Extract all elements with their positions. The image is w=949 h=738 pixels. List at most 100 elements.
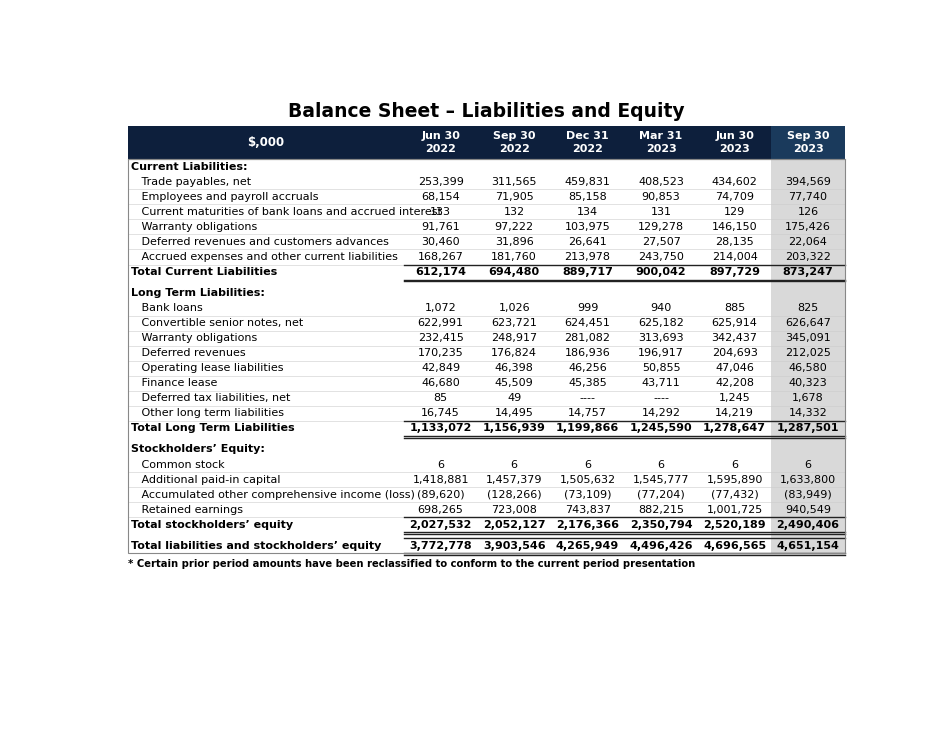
Bar [772, 457, 845, 472]
Text: 4,651,154: 4,651,154 [776, 541, 840, 551]
Text: 6: 6 [511, 460, 517, 469]
Text: 281,082: 281,082 [565, 334, 610, 343]
Text: 129,278: 129,278 [638, 222, 684, 232]
Text: Current maturities of bank loans and accrued interest: Current maturities of bank loans and acc… [131, 207, 442, 217]
Text: 103,975: 103,975 [565, 222, 610, 232]
Text: 22,064: 22,064 [789, 237, 828, 247]
Text: 900,042: 900,042 [636, 267, 686, 277]
Text: 1,278,647: 1,278,647 [703, 424, 766, 433]
Text: 2,176,366: 2,176,366 [556, 520, 619, 530]
Text: 146,150: 146,150 [712, 222, 757, 232]
Text: 3,772,778: 3,772,778 [409, 541, 472, 551]
Text: 176,824: 176,824 [492, 348, 537, 358]
Text: 42,208: 42,208 [716, 379, 754, 388]
Text: Total stockholders’ equity: Total stockholders’ equity [131, 520, 293, 530]
Text: (83,949): (83,949) [784, 489, 832, 500]
Text: Jun 30
2022: Jun 30 2022 [421, 131, 460, 154]
Bar [772, 406, 845, 421]
Text: (89,620): (89,620) [417, 489, 464, 500]
Bar [772, 280, 845, 286]
Bar [772, 376, 845, 391]
Text: Operating lease liabilities: Operating lease liabilities [131, 363, 284, 373]
Text: 232,415: 232,415 [418, 334, 464, 343]
Text: Deferred tax liabilities, net: Deferred tax liabilities, net [131, 393, 290, 403]
Text: 1,026: 1,026 [498, 303, 530, 313]
Text: 85,158: 85,158 [568, 192, 607, 202]
Text: 248,917: 248,917 [491, 334, 537, 343]
Text: 175,426: 175,426 [785, 222, 831, 232]
Text: 1,072: 1,072 [425, 303, 456, 313]
Text: 1,678: 1,678 [792, 393, 824, 403]
Text: 825: 825 [797, 303, 819, 313]
Bar [772, 391, 845, 406]
Text: Dec 31
2022: Dec 31 2022 [567, 131, 609, 154]
Text: (77,432): (77,432) [711, 489, 758, 500]
Text: Accumulated other comprehensive income (loss): Accumulated other comprehensive income (… [131, 489, 415, 500]
Bar [772, 472, 845, 487]
Bar [772, 286, 845, 300]
Text: 2,350,794: 2,350,794 [630, 520, 693, 530]
Text: 940,549: 940,549 [785, 505, 831, 514]
Text: (77,204): (77,204) [637, 489, 685, 500]
Text: 129: 129 [724, 207, 745, 217]
Bar [772, 235, 845, 249]
Text: 1,001,725: 1,001,725 [706, 505, 763, 514]
Bar [772, 159, 845, 174]
Text: 213,978: 213,978 [565, 252, 610, 262]
Bar [772, 487, 845, 502]
Text: 45,509: 45,509 [494, 379, 533, 388]
Text: 14,757: 14,757 [568, 408, 607, 418]
Text: 311,565: 311,565 [492, 177, 537, 187]
Bar [772, 316, 845, 331]
Text: 126: 126 [797, 207, 819, 217]
Text: 212,025: 212,025 [785, 348, 831, 358]
Text: 622,991: 622,991 [418, 318, 464, 328]
Bar [772, 538, 845, 554]
Text: 181,760: 181,760 [492, 252, 537, 262]
Text: 999: 999 [577, 303, 598, 313]
Bar [772, 502, 845, 517]
Text: Accrued expenses and other current liabilities: Accrued expenses and other current liabi… [131, 252, 398, 262]
Text: 132: 132 [504, 207, 525, 217]
Text: Sep 30
2022: Sep 30 2022 [493, 131, 535, 154]
Text: 1,595,890: 1,595,890 [706, 475, 763, 485]
Text: 1,505,632: 1,505,632 [560, 475, 616, 485]
Text: 459,831: 459,831 [565, 177, 610, 187]
Text: 743,837: 743,837 [565, 505, 610, 514]
Text: Trade payables, net: Trade payables, net [131, 177, 251, 187]
Text: 1,287,501: 1,287,501 [777, 424, 839, 433]
Bar [772, 264, 845, 280]
Text: 46,398: 46,398 [494, 363, 533, 373]
Text: Bank loans: Bank loans [131, 303, 203, 313]
Text: 28,135: 28,135 [716, 237, 754, 247]
Text: 16,745: 16,745 [421, 408, 460, 418]
Text: 203,322: 203,322 [785, 252, 831, 262]
Text: 134: 134 [577, 207, 598, 217]
Text: 342,437: 342,437 [712, 334, 757, 343]
Text: Other long term liabilities: Other long term liabilities [131, 408, 284, 418]
Text: 49: 49 [507, 393, 521, 403]
Text: Total Current Liabilities: Total Current Liabilities [131, 267, 277, 277]
Text: 889,717: 889,717 [562, 267, 613, 277]
Text: ----: ---- [580, 393, 596, 403]
Bar [772, 300, 845, 316]
Text: 4,696,565: 4,696,565 [703, 541, 766, 551]
Text: 6: 6 [731, 460, 738, 469]
Text: 6: 6 [585, 460, 591, 469]
Text: 408,523: 408,523 [638, 177, 684, 187]
Text: 394,569: 394,569 [785, 177, 831, 187]
Bar [772, 174, 845, 190]
Text: Common stock: Common stock [131, 460, 225, 469]
Bar [772, 125, 845, 159]
Text: 434,602: 434,602 [712, 177, 757, 187]
Text: 71,905: 71,905 [494, 192, 533, 202]
Text: 624,451: 624,451 [565, 318, 610, 328]
Text: 30,460: 30,460 [421, 237, 460, 247]
Text: 873,247: 873,247 [783, 267, 833, 277]
Text: 940: 940 [650, 303, 672, 313]
Text: 626,647: 626,647 [785, 318, 831, 328]
Text: $,000: $,000 [248, 136, 285, 149]
Text: Stockholders’ Equity:: Stockholders’ Equity: [131, 444, 265, 455]
Text: 168,267: 168,267 [418, 252, 464, 262]
Text: 97,222: 97,222 [494, 222, 533, 232]
